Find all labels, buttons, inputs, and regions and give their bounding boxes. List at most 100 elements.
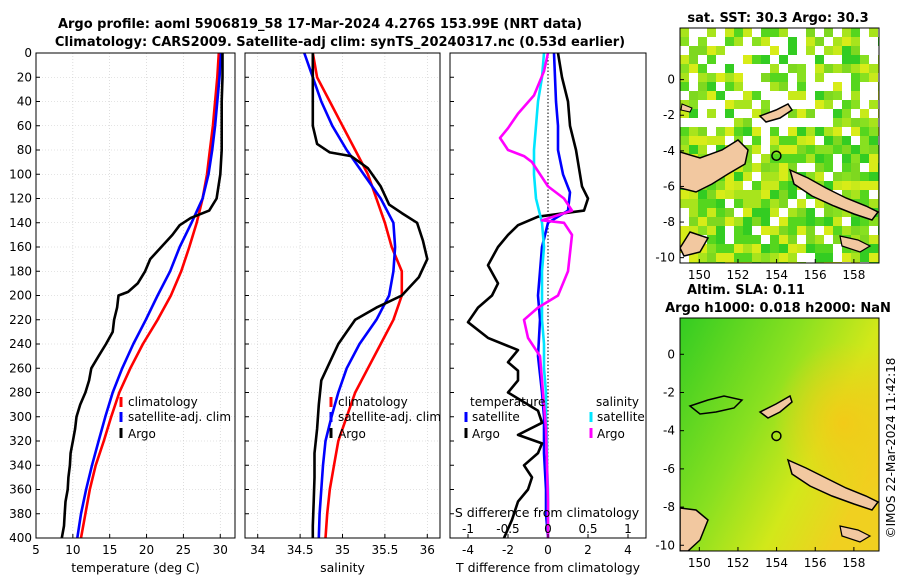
sst-cell bbox=[752, 127, 761, 136]
sst-cell bbox=[698, 46, 707, 55]
sst-cell bbox=[851, 217, 860, 226]
y-tick-label: 260 bbox=[9, 361, 32, 375]
sst-cell bbox=[842, 226, 851, 235]
sst-cell bbox=[851, 172, 860, 181]
sst-cell bbox=[725, 217, 734, 226]
sst-cell bbox=[815, 145, 824, 154]
sst-cell bbox=[851, 163, 860, 172]
sst-cell bbox=[806, 208, 815, 217]
sst-cell bbox=[761, 226, 770, 235]
sst-cell bbox=[707, 226, 716, 235]
sst-cell bbox=[824, 136, 833, 145]
sst-cell bbox=[788, 235, 797, 244]
copyright-timestamp: ©IMOS 22-Mar-2024 11:42:18 bbox=[884, 358, 898, 539]
sst-cell bbox=[725, 100, 734, 109]
sst-cell bbox=[815, 199, 824, 208]
sst-cell bbox=[842, 145, 851, 154]
sst-cell bbox=[707, 46, 716, 55]
x-tick-label: 156 bbox=[804, 556, 827, 570]
sst-cell bbox=[680, 55, 689, 64]
figure-title-line2: Climatology: CARS2009. Satellite-adj cli… bbox=[55, 35, 625, 50]
sst-cell bbox=[869, 217, 878, 226]
y-tick-label: 220 bbox=[9, 313, 32, 327]
sst-cell bbox=[869, 73, 878, 82]
sst-cell bbox=[797, 199, 806, 208]
sst-cell bbox=[752, 199, 761, 208]
sst-cell bbox=[770, 154, 779, 163]
series-line-argo bbox=[311, 53, 429, 538]
sst-cell bbox=[779, 73, 788, 82]
sst-cell bbox=[860, 127, 869, 136]
sst-cell bbox=[734, 244, 743, 253]
sst-cell bbox=[797, 73, 806, 82]
sst-cell bbox=[770, 235, 779, 244]
sst-cell bbox=[698, 64, 707, 73]
sst-cell bbox=[824, 64, 833, 73]
sst-cell bbox=[770, 172, 779, 181]
x-tick-label: 152 bbox=[727, 556, 750, 570]
sst-cell bbox=[725, 244, 734, 253]
sst-cell bbox=[761, 190, 770, 199]
sst-cell bbox=[824, 217, 833, 226]
sst-cell bbox=[725, 73, 734, 82]
sst-cell bbox=[707, 235, 716, 244]
sst-cell bbox=[716, 226, 725, 235]
sst-cell bbox=[860, 145, 869, 154]
y-tick-label: -10 bbox=[655, 538, 675, 552]
sst-cell bbox=[725, 172, 734, 181]
sst-cell bbox=[698, 91, 707, 100]
legend-argo-label: Argo bbox=[128, 427, 156, 441]
y-tick-label: 280 bbox=[9, 386, 32, 400]
sst-cell bbox=[770, 208, 779, 217]
sst-cell bbox=[770, 244, 779, 253]
sst-cell bbox=[824, 145, 833, 154]
sst-cell bbox=[707, 253, 716, 262]
sst-cell bbox=[842, 154, 851, 163]
y-tick-label: 20 bbox=[17, 70, 32, 84]
sst-cell bbox=[815, 253, 824, 262]
sst-cell bbox=[680, 64, 689, 73]
sst-cell bbox=[833, 136, 842, 145]
sst-cell bbox=[743, 118, 752, 127]
sst-cell bbox=[716, 244, 725, 253]
sst-cell bbox=[815, 244, 824, 253]
sst-cell bbox=[707, 244, 716, 253]
sst-cell bbox=[761, 73, 770, 82]
sst-cell bbox=[806, 226, 815, 235]
sst-cell bbox=[860, 73, 869, 82]
sst-cell bbox=[761, 172, 770, 181]
sst-cell bbox=[788, 136, 797, 145]
sst-cell bbox=[743, 154, 752, 163]
sst-cell bbox=[734, 82, 743, 91]
legend-satellite-label: satellite-adj. clim bbox=[128, 410, 231, 424]
sst-cell bbox=[734, 253, 743, 262]
sst-cell bbox=[824, 46, 833, 55]
sst-cell bbox=[779, 217, 788, 226]
series-line-climatology bbox=[79, 52, 221, 539]
sst-cell bbox=[788, 64, 797, 73]
sst-cell bbox=[743, 226, 752, 235]
sst-cell bbox=[815, 91, 824, 100]
sst-cell bbox=[860, 136, 869, 145]
sst-cell bbox=[680, 109, 689, 118]
sst-cell bbox=[689, 136, 698, 145]
sst-cell bbox=[833, 91, 842, 100]
sst-cell bbox=[752, 91, 761, 100]
sst-cell bbox=[698, 82, 707, 91]
x-axis-label: temperature (deg C) bbox=[71, 560, 200, 575]
sst-cell bbox=[734, 73, 743, 82]
sst-cell bbox=[743, 235, 752, 244]
sst-cell bbox=[689, 226, 698, 235]
sst-cell bbox=[833, 64, 842, 73]
x-tick-label: 158 bbox=[842, 556, 865, 570]
sst-cell bbox=[707, 181, 716, 190]
series-line-t-satellite bbox=[536, 52, 572, 539]
sst-cell bbox=[779, 82, 788, 91]
sst-cell bbox=[743, 208, 752, 217]
sst-cell bbox=[842, 181, 851, 190]
sst-cell bbox=[860, 64, 869, 73]
x-tick-label: 4 bbox=[624, 543, 632, 557]
x-tick-label: 34 bbox=[250, 543, 265, 557]
sst-map-ticks: 150 152 154 156 158 0 -2 -4 -6 -8 -10 bbox=[655, 73, 865, 282]
